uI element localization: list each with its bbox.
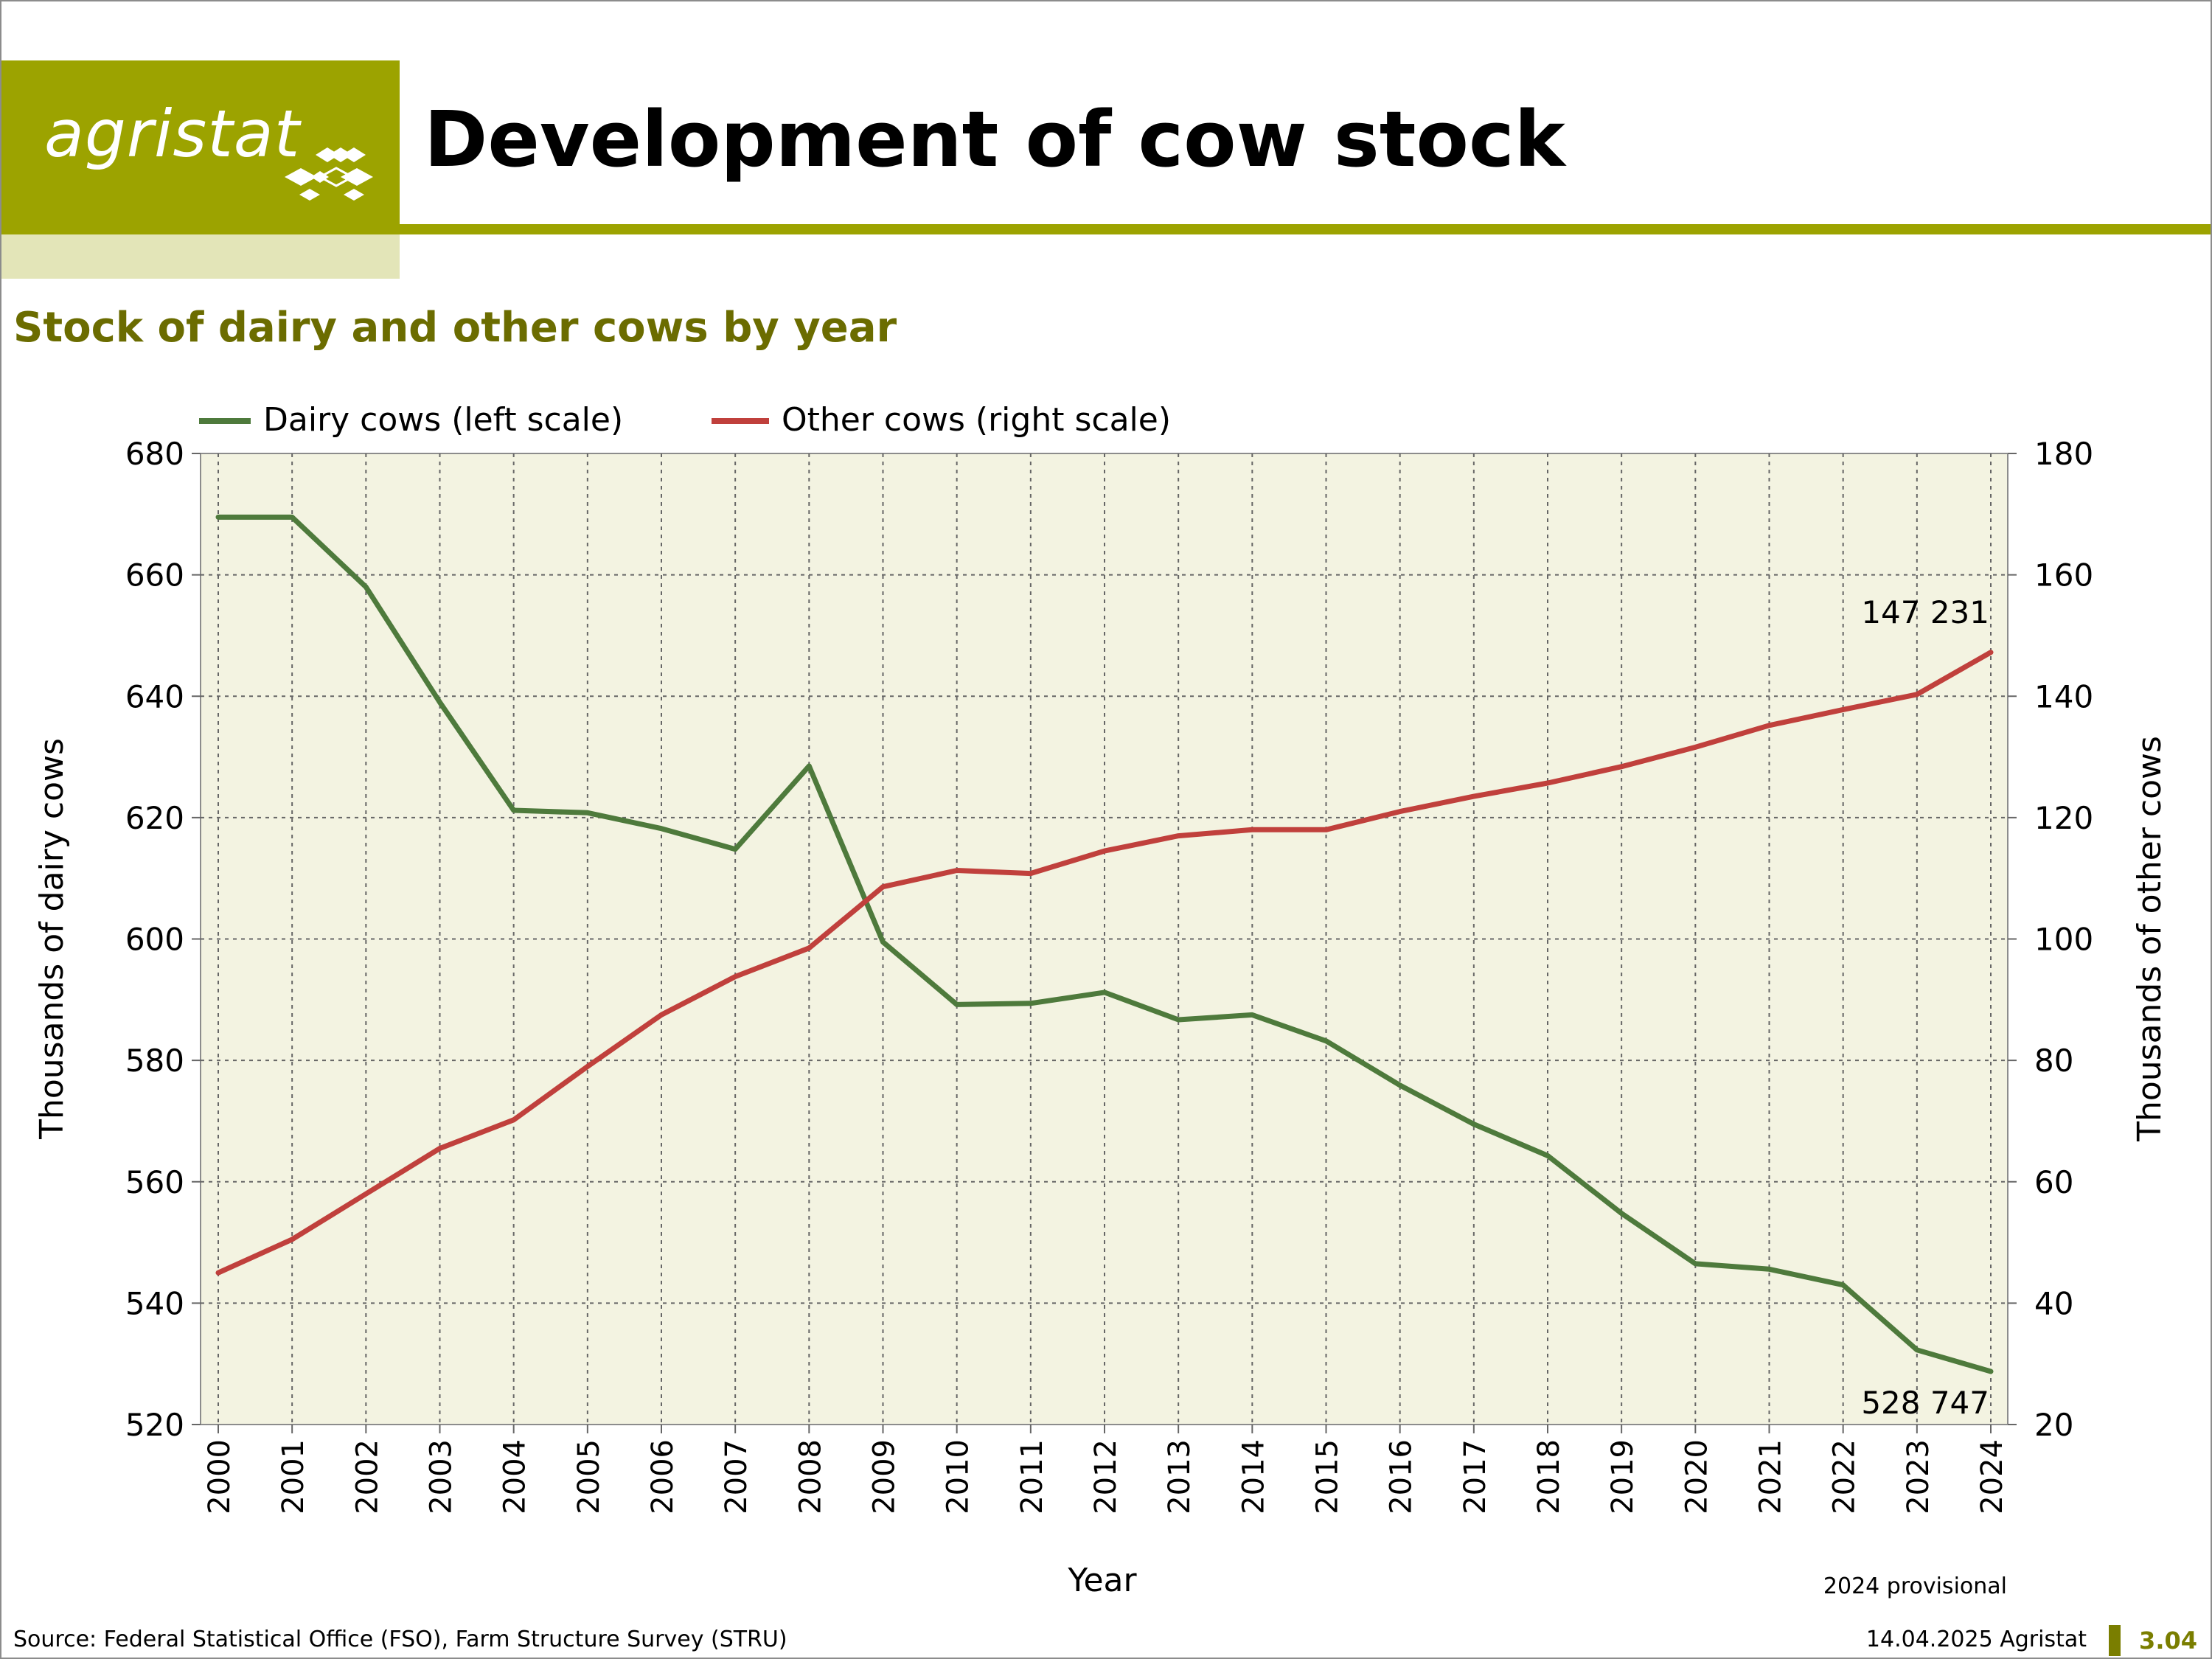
x-tick-label: 2013	[1163, 1439, 1197, 1514]
left-tick-label: 680	[125, 436, 184, 472]
agristat-logo	[1, 60, 400, 234]
right-tick-label: 140	[2034, 678, 2093, 714]
x-tick-label: 2001	[276, 1439, 310, 1514]
x-tick-label: 2011	[1015, 1439, 1049, 1514]
dairy-end-value-label: 528 747	[1861, 1385, 1989, 1421]
x-tick-label: 2017	[1458, 1439, 1492, 1514]
chart-legend: Dairy cows (left scale) Other cows (righ…	[199, 401, 1171, 439]
left-tick-label: 640	[125, 678, 184, 714]
x-tick-label: 2010	[942, 1439, 975, 1514]
horizontal-gridlines	[201, 574, 2008, 1304]
other-cows-line	[215, 650, 1994, 1276]
x-tick-label: 2014	[1237, 1439, 1270, 1514]
x-tick-label: 2022	[1828, 1439, 1862, 1514]
right-axis-ticks: 20 40 60 80 100 120 140 160 180	[2008, 436, 2093, 1443]
x-tick-label: 2002	[350, 1439, 384, 1514]
left-tick-label: 660	[125, 557, 184, 594]
series-lines	[215, 514, 1994, 1374]
right-tick-label: 20	[2034, 1407, 2073, 1443]
logo-underlay	[1, 234, 400, 279]
right-tick-label: 180	[2034, 436, 2093, 472]
x-tick-label: 2023	[1902, 1439, 1935, 1514]
left-tick-label: 580	[125, 1043, 184, 1079]
x-tick-label: 2007	[720, 1439, 754, 1514]
left-tick-label: 520	[125, 1407, 184, 1443]
x-tick-label: 2021	[1754, 1439, 1788, 1514]
x-tick-label: 2004	[498, 1439, 532, 1514]
footer-marker	[2109, 1625, 2121, 1656]
footer-date: 14.04.2025 Agristat	[1865, 1627, 2087, 1652]
x-tick-label: 2005	[572, 1439, 606, 1514]
left-tick-label: 540	[125, 1285, 184, 1321]
title-underline	[400, 224, 2211, 234]
right-tick-label: 100	[2034, 922, 2093, 958]
x-axis-ticks: 2000 2001 2002 2003 2004 2005 2006 2007 2008 2009…	[203, 1425, 2009, 1514]
chart-subtitle: Stock of dairy and other cows by year	[13, 304, 897, 352]
right-tick-label: 160	[2034, 557, 2093, 594]
left-tick-label: 560	[125, 1164, 184, 1200]
page-title: Development of cow stock	[424, 94, 1565, 184]
other-end-value-label: 147 231	[1861, 594, 1989, 630]
x-tick-label: 2024	[1975, 1439, 2009, 1514]
logo-wordmark: agristat	[44, 96, 301, 172]
x-axis-title: Year	[1067, 1562, 1137, 1599]
x-tick-label: 2000	[203, 1439, 237, 1514]
legend-label-dairy: Dairy cows (left scale)	[263, 401, 623, 439]
left-axis-ticks: 520 540 560 580 600 620 640 660 680	[125, 436, 201, 1443]
x-tick-label: 2019	[1606, 1439, 1640, 1514]
right-tick-label: 60	[2034, 1164, 2073, 1200]
legend-label-other: Other cows (right scale)	[782, 401, 1171, 439]
dairy-cows-line	[215, 514, 1994, 1374]
right-axis-title: Thousands of other cows	[2131, 736, 2168, 1142]
x-tick-label: 2015	[1311, 1439, 1345, 1514]
left-axis-title: Thousands of dairy cows	[33, 738, 71, 1140]
x-tick-label: 2009	[868, 1439, 902, 1514]
left-tick-label: 600	[125, 922, 184, 958]
x-tick-label: 2008	[793, 1439, 827, 1514]
left-tick-label: 620	[125, 800, 184, 836]
x-tick-label: 2006	[646, 1439, 680, 1514]
right-tick-label: 40	[2034, 1285, 2073, 1321]
x-tick-label: 2020	[1680, 1439, 1714, 1514]
cow-stock-line-chart: 520 540 560 580 600 620 640 660 680 20 40 60 80 100 1…	[33, 401, 2168, 1599]
x-tick-label: 2016	[1385, 1439, 1419, 1514]
provisional-note: 2024 provisional	[1823, 1573, 2007, 1599]
x-tick-label: 2003	[425, 1439, 459, 1514]
logo-diamond-icon	[285, 147, 373, 201]
x-tick-label: 2018	[1532, 1439, 1566, 1514]
right-tick-label: 120	[2034, 800, 2093, 836]
right-tick-label: 80	[2034, 1043, 2073, 1079]
source-note: Source: Federal Statistical Office (FSO)…	[13, 1627, 787, 1652]
page-number: 3.04	[2139, 1627, 2197, 1655]
x-tick-label: 2012	[1089, 1439, 1123, 1514]
